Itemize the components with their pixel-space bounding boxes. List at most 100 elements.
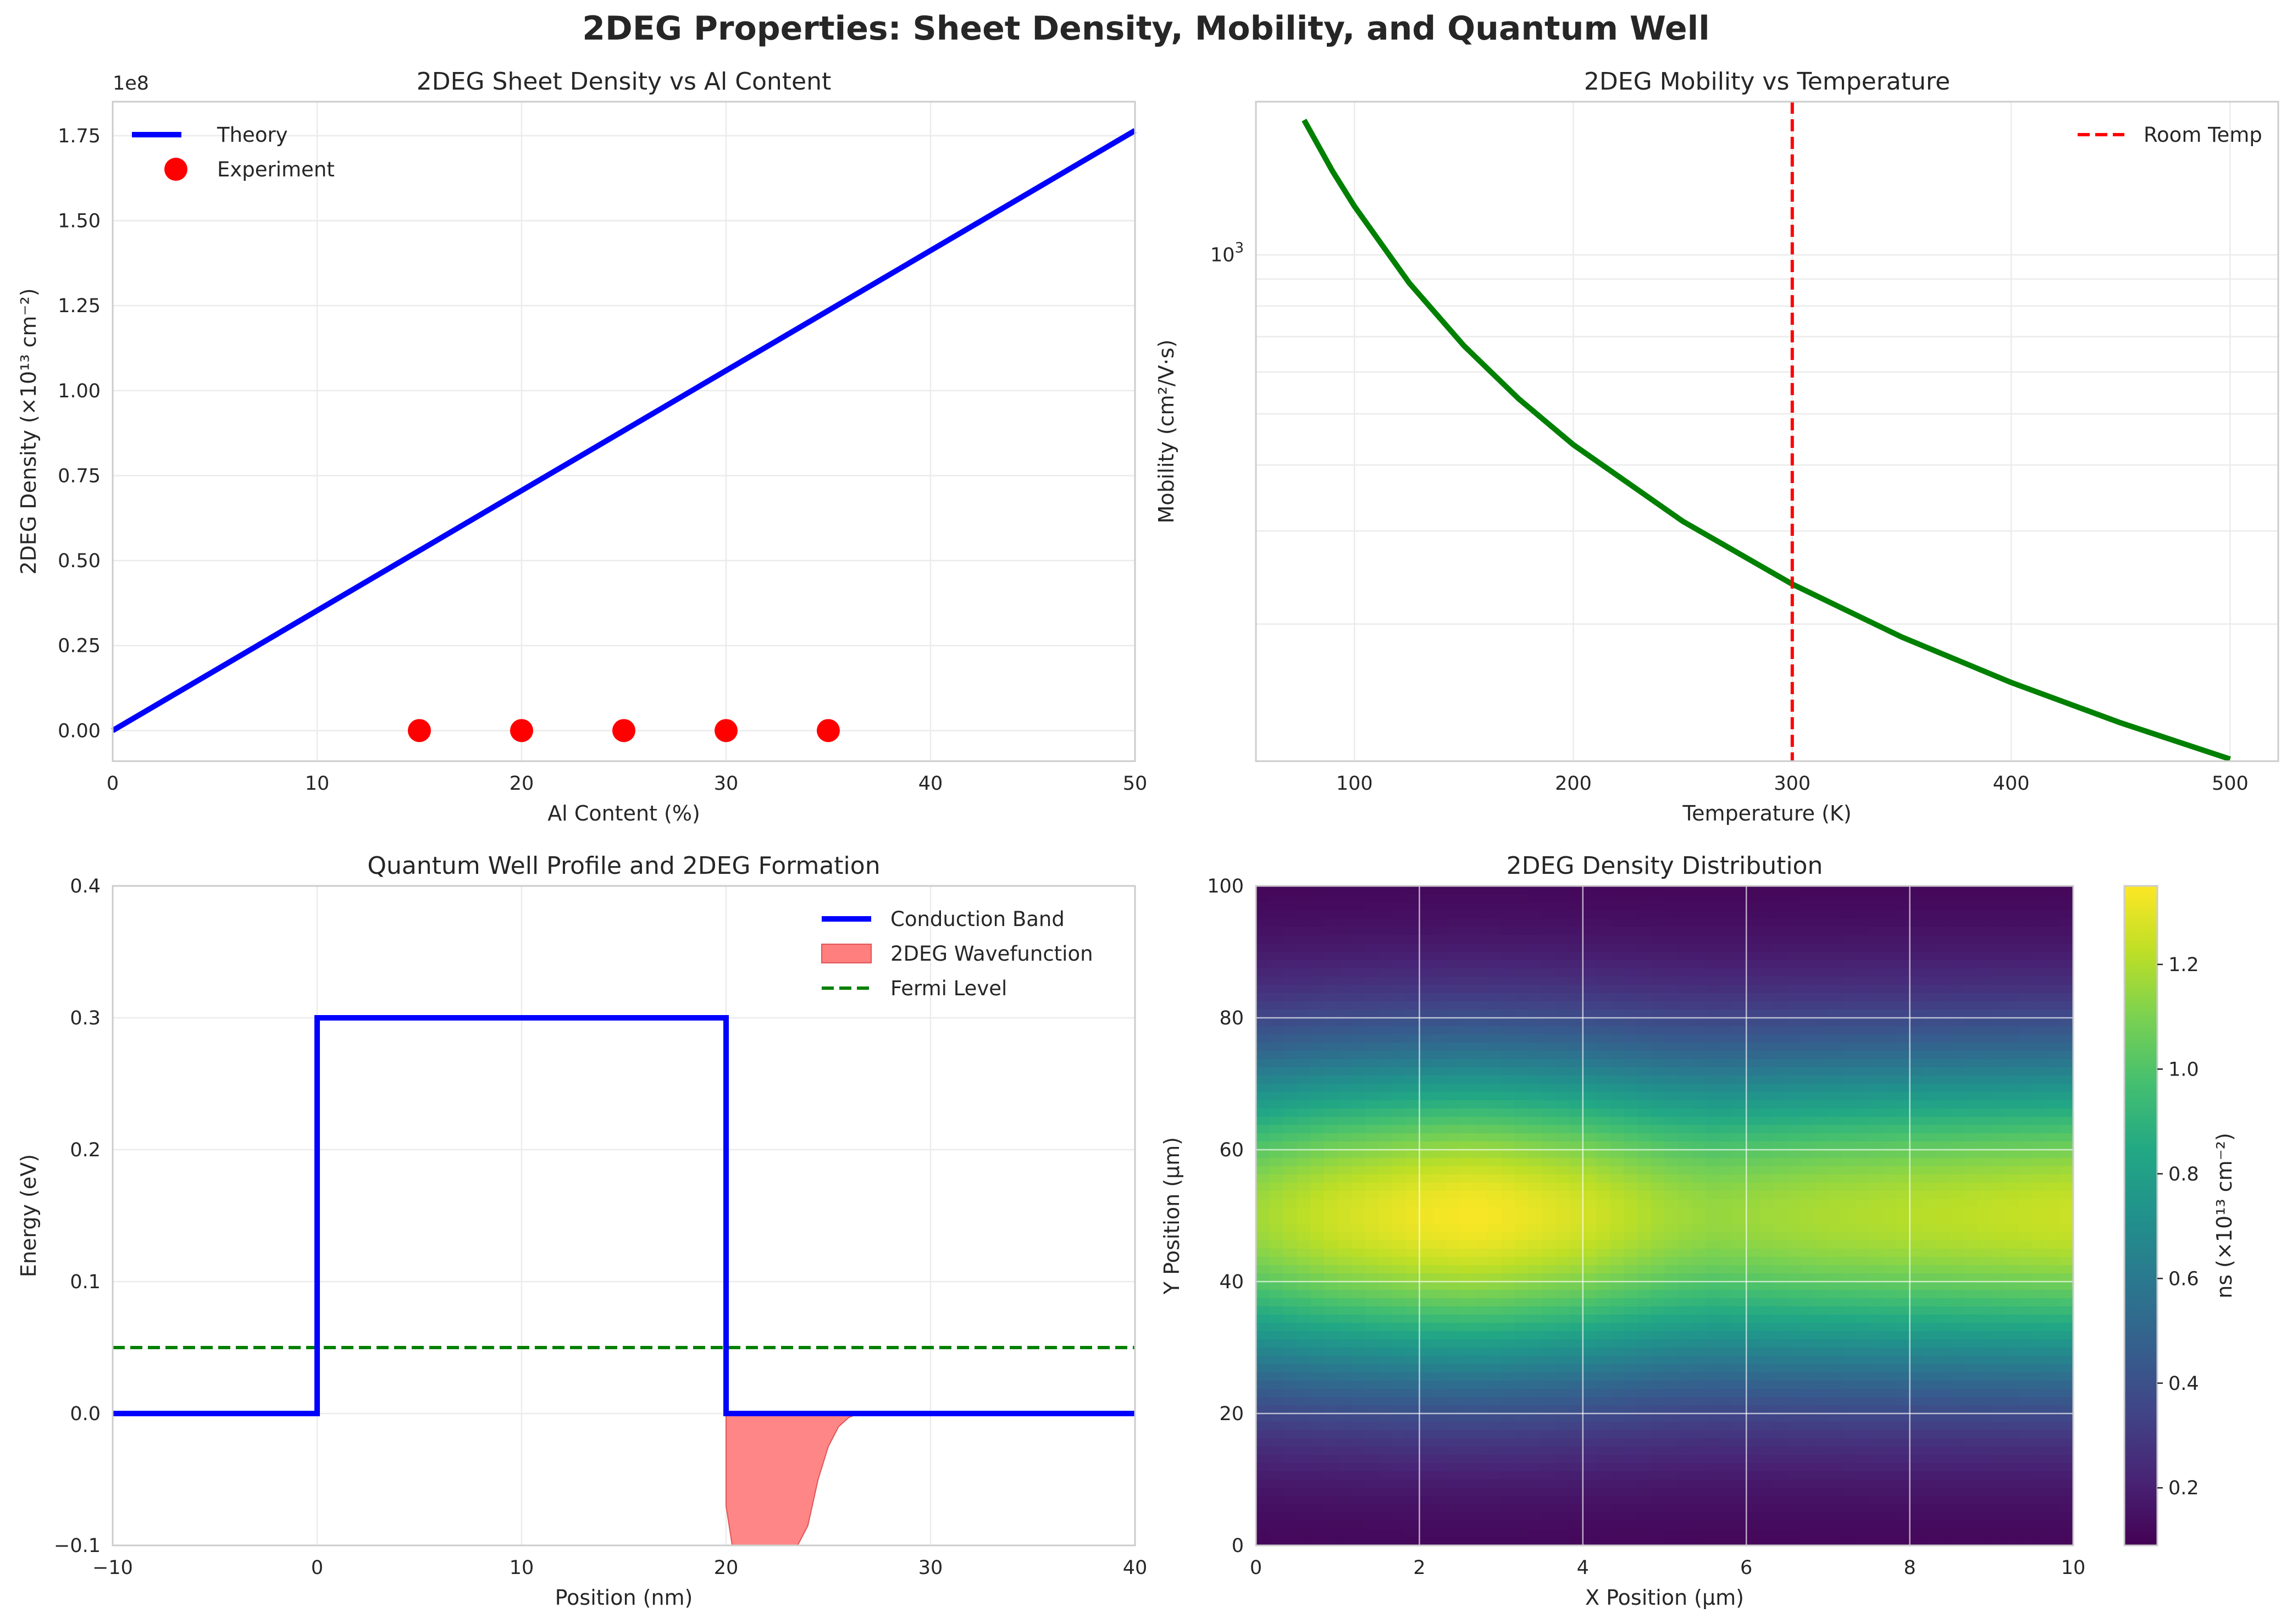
heatmap-cell bbox=[1610, 1364, 1624, 1373]
heatmap-cell bbox=[1828, 1364, 1842, 1373]
heatmap-cell bbox=[1446, 960, 1461, 969]
heatmap-cell bbox=[1828, 1265, 1842, 1274]
heatmap-cell bbox=[1256, 1471, 1270, 1480]
heatmap-cell bbox=[1419, 1224, 1433, 1233]
heatmap-cell bbox=[2032, 1207, 2047, 1216]
heatmap-cell bbox=[1256, 1150, 1270, 1159]
heatmap-cell bbox=[2005, 1306, 2019, 1315]
heatmap-cell bbox=[2060, 1537, 2074, 1546]
heatmap-cell bbox=[1664, 1537, 1679, 1546]
heatmap-cell bbox=[1923, 1521, 1937, 1529]
heatmap-cell bbox=[2060, 1455, 2074, 1464]
heatmap-cell bbox=[1773, 1191, 1788, 1200]
heatmap-cell bbox=[1405, 1298, 1420, 1307]
heatmap-cell bbox=[1460, 1100, 1475, 1109]
heatmap-cell bbox=[1828, 927, 1842, 936]
heatmap-cell bbox=[1365, 960, 1379, 969]
heatmap-cell bbox=[2060, 1232, 2074, 1241]
heatmap-cell bbox=[1896, 1150, 1911, 1159]
heatmap-cell bbox=[1801, 886, 1815, 895]
heatmap-cell bbox=[1487, 1290, 1502, 1299]
heatmap-cell bbox=[1692, 1216, 1706, 1224]
heatmap-cell bbox=[1801, 1084, 1815, 1093]
heatmap-cell bbox=[1664, 1529, 1679, 1538]
heatmap-cell bbox=[1297, 1463, 1311, 1472]
heatmap-cell bbox=[1964, 886, 1979, 895]
heatmap-cell bbox=[1283, 1430, 1298, 1439]
heatmap-cell bbox=[1487, 1364, 1502, 1373]
heatmap-cell bbox=[2005, 1108, 2019, 1117]
heatmap-cell bbox=[1487, 1414, 1502, 1422]
heatmap-cell bbox=[1542, 1537, 1557, 1546]
heatmap-cell bbox=[2018, 1092, 2033, 1101]
heatmap-cell bbox=[1542, 1216, 1557, 1224]
heatmap-cell bbox=[1324, 1257, 1338, 1266]
heatmap-cell bbox=[1855, 1521, 1870, 1529]
heatmap-cell bbox=[1528, 1265, 1543, 1274]
heatmap-cell bbox=[1719, 1479, 1734, 1488]
heatmap-cell bbox=[1487, 1356, 1502, 1365]
heatmap-cell bbox=[1269, 1174, 1284, 1183]
heatmap-cell bbox=[1909, 1430, 1924, 1439]
heatmap-cell bbox=[1692, 1207, 1706, 1216]
heatmap-cell bbox=[1297, 927, 1311, 936]
heatmap-cell bbox=[1978, 1414, 1992, 1422]
heatmap-cell bbox=[1405, 919, 1420, 928]
heatmap-cell bbox=[1964, 1331, 1979, 1340]
heatmap-cell bbox=[2060, 1043, 2074, 1051]
heatmap-cell bbox=[1841, 1455, 1856, 1464]
heatmap-cell bbox=[1514, 1166, 1529, 1175]
heatmap-cell bbox=[1896, 1273, 1911, 1282]
heatmap-cell bbox=[1501, 1076, 1515, 1084]
heatmap-cell bbox=[2046, 1084, 2061, 1093]
heatmap-cell bbox=[1950, 985, 1965, 994]
heatmap-cell bbox=[1501, 1339, 1515, 1348]
heatmap-cell bbox=[1991, 911, 2006, 919]
heatmap-cell bbox=[1365, 1463, 1379, 1472]
heatmap-cell bbox=[1991, 1504, 2006, 1513]
heatmap-cell bbox=[1474, 1430, 1488, 1439]
heatmap-cell bbox=[1256, 1240, 1270, 1249]
heatmap-cell bbox=[1883, 1323, 1897, 1332]
heatmap-cell bbox=[1746, 1257, 1760, 1266]
heatmap-cell bbox=[1324, 1199, 1338, 1208]
heatmap-cell bbox=[1664, 1339, 1679, 1348]
heatmap-cell bbox=[1719, 993, 1734, 1002]
heatmap-cell bbox=[1256, 1521, 1270, 1529]
heatmap-cell bbox=[1719, 1051, 1734, 1060]
heatmap-cell bbox=[1419, 1298, 1433, 1307]
heatmap-cell bbox=[1392, 1512, 1407, 1521]
heatmap-cell bbox=[1365, 1199, 1379, 1208]
heatmap-cell bbox=[1828, 1199, 1842, 1208]
heatmap-cell bbox=[1787, 1158, 1802, 1167]
heatmap-cell bbox=[1991, 1043, 2006, 1051]
heatmap-cell bbox=[1787, 1043, 1802, 1051]
heatmap-cell bbox=[1964, 1323, 1979, 1332]
heatmap-cell bbox=[1746, 1521, 1760, 1529]
heatmap-cell bbox=[1460, 1207, 1475, 1216]
heatmap-cell bbox=[1433, 1257, 1447, 1266]
heatmap-cell bbox=[1705, 1290, 1720, 1299]
heatmap-cell bbox=[1787, 1257, 1802, 1266]
heatmap-cell bbox=[1978, 1183, 1992, 1191]
heatmap-cell bbox=[1896, 1455, 1911, 1464]
heatmap-cell bbox=[1705, 1158, 1720, 1167]
heatmap-cell bbox=[1923, 1414, 1937, 1422]
heatmap-cell bbox=[2060, 1265, 2074, 1274]
heatmap-cell bbox=[1351, 1397, 1366, 1406]
heatmap-cell bbox=[1773, 1496, 1788, 1505]
heatmap-cell bbox=[1365, 1232, 1379, 1241]
heatmap-cell bbox=[1773, 1183, 1788, 1191]
heatmap-cell bbox=[1855, 1339, 1870, 1348]
heatmap-cell bbox=[1678, 1521, 1692, 1529]
heatmap-cell bbox=[1828, 1537, 1842, 1546]
legend-experiment-label: Experiment bbox=[217, 158, 335, 181]
heatmap-cell bbox=[1732, 1364, 1747, 1373]
heatmap-cell bbox=[1896, 1356, 1911, 1365]
heatmap-cell bbox=[1828, 1166, 1842, 1175]
heatmap-cell bbox=[2018, 993, 2033, 1002]
heatmap-cell bbox=[1474, 1414, 1488, 1422]
heatmap-cell bbox=[1883, 1496, 1897, 1505]
heatmap-cell bbox=[1256, 902, 1270, 911]
heatmap-cell bbox=[2005, 977, 2019, 985]
